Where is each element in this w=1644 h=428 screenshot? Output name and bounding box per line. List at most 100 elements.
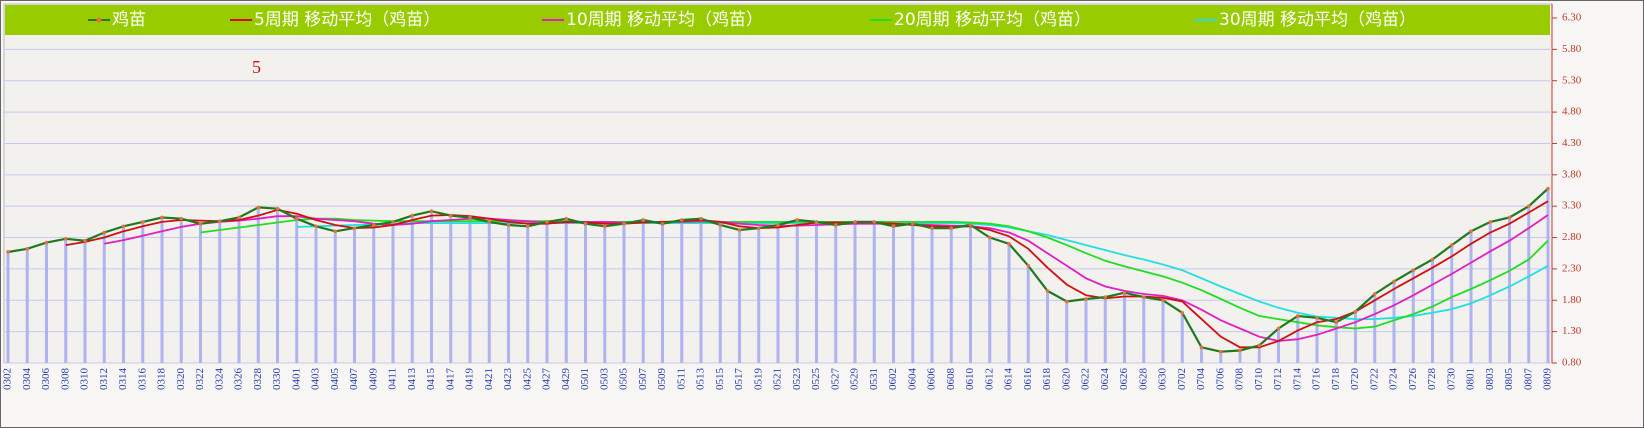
bar [1431,259,1434,363]
x-tick-label: 0407 [348,368,360,391]
x-tick-label: 0608 [945,368,957,391]
bar [1469,231,1473,363]
x-tick-label: 0726 [1407,368,1419,391]
bar [1450,245,1454,363]
legend-label: 10周期 移动平均（鸡苗） [566,10,763,30]
point [699,216,703,221]
point [1122,290,1127,295]
x-tick-label: 0706 [1214,368,1226,391]
point [6,250,10,254]
bar [45,242,48,363]
point [949,226,954,230]
point [776,223,780,227]
x-tick-label: 0312 [98,368,110,390]
series-line [65,200,1549,349]
x-tick-label: 0708 [1234,368,1246,391]
point [641,218,646,222]
bar [179,218,183,363]
point [1430,257,1435,262]
x-tick-label: 0316 [136,368,148,391]
point [160,215,164,220]
bar [1238,350,1242,363]
point [448,213,453,218]
point [1392,279,1396,284]
bar [1392,281,1396,363]
point [179,216,184,221]
bar [391,221,395,363]
point [756,226,761,230]
y-tick-label: 1.80 [1562,294,1582,306]
point [256,205,261,210]
bar [641,219,645,363]
bar [1277,328,1280,363]
point [833,223,838,227]
series-line [104,214,1549,342]
point [333,229,338,234]
x-tick-label: 0429 [560,368,572,391]
point [1199,345,1204,350]
x-tick-label: 0616 [1022,368,1034,391]
bar [1065,301,1069,363]
bar [834,225,838,363]
x-tick-label: 0511 [675,368,687,390]
bar [1334,322,1338,363]
point [371,223,376,227]
point [910,221,915,226]
point [1526,204,1531,208]
bar [1103,297,1107,363]
x-tick-label: 0626 [1118,368,1130,391]
x-tick-label: 0415 [425,368,437,391]
bar [680,219,684,363]
bar [815,221,818,363]
x-tick-label: 0308 [59,368,71,391]
bar [353,228,356,363]
x-tick-label: 0604 [906,368,918,391]
legend-label: 5周期 移动平均（鸡苗） [254,10,440,30]
x-tick-label: 0628 [1137,368,1149,391]
point [525,224,530,229]
point [718,223,723,227]
bar [949,228,953,363]
bar [430,211,433,363]
x-tick-label: 0507 [637,368,649,391]
x-tick-label: 0710 [1253,368,1265,391]
x-tick-label: 0501 [579,368,591,390]
bar [930,228,934,363]
x-tick-label: 0702 [1176,368,1188,390]
x-tick-label: 0427 [541,368,553,391]
bar [141,221,145,363]
point [217,219,222,224]
point [602,224,607,229]
bar [1373,294,1377,363]
x-tick-label: 0318 [156,368,168,391]
y-tick-label: 5.30 [1562,74,1582,86]
point [1007,242,1011,246]
point [1449,243,1454,247]
x-tick-label: 0620 [1060,368,1072,391]
x-tick-label: 0529 [849,368,861,391]
point [121,224,126,229]
annotation: 5 [252,57,261,77]
point [140,220,145,224]
bar [1200,347,1203,363]
bar [83,240,87,363]
point [1084,297,1088,301]
x-tick-label: 0718 [1330,368,1342,391]
y-tick-label: 6.30 [1562,12,1582,24]
point [737,228,742,232]
x-tick-label: 0618 [1041,368,1053,391]
bar [603,226,607,363]
y-tick-label: 3.30 [1562,200,1582,212]
point [930,226,934,230]
point [1103,295,1108,299]
bar [507,225,510,363]
x-tick-label: 0523 [791,368,803,391]
bar [526,226,530,363]
legend: 鸡苗 5周期 移动平均（鸡苗） 10周期 移动平均（鸡苗） 20周期 移动平均（鸡苗）… [88,10,1416,30]
point [1469,229,1473,234]
bar [199,223,202,363]
bar [276,208,279,363]
x-tick-label: 0513 [695,368,707,391]
x-tick-label: 0314 [117,368,129,391]
